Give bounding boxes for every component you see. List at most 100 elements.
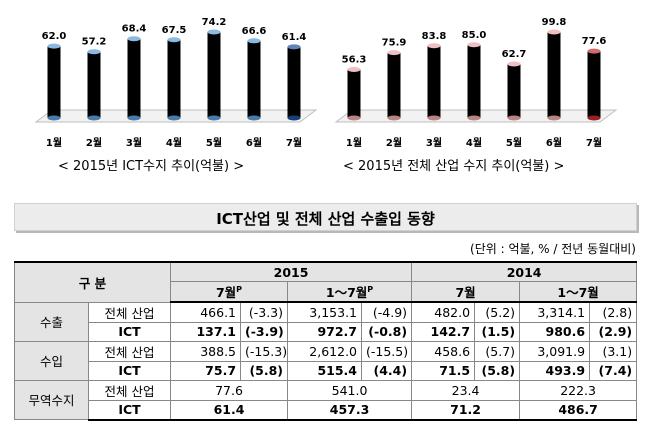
- cell: 222.3: [519, 379, 638, 401]
- bar: [347, 69, 361, 118]
- ict-balance-chart-title: < 2015년 ICT수지 추이(억불) >: [58, 159, 245, 174]
- data-label: 67.5: [162, 25, 187, 36]
- cell: 482.0: [411, 301, 476, 323]
- category-label: 6월: [246, 137, 262, 149]
- industry-balance-chart-svg: 56.3 1월 75.9 2월 83.8 3월 85.0 4월 62.7 5월 99.8 6월 77.6…: [334, 17, 618, 149]
- bar-base: [467, 115, 481, 121]
- category-label: 2월: [386, 137, 402, 149]
- table-row: 무역수지 전체 산업 77.6 541.0 23.4 222.3: [14, 379, 638, 420]
- cell: 458.6: [411, 340, 476, 362]
- cell: 142.7: [411, 321, 476, 342]
- header-row-periods: 7월P 1～7월P 7월 1～7월: [15, 281, 638, 303]
- bar: [427, 45, 441, 118]
- cell: (-3.9): [240, 321, 289, 342]
- group-trade-balance: 무역수지: [14, 379, 89, 420]
- category-label: 5월: [506, 137, 522, 149]
- bar: [87, 51, 101, 118]
- data-label: 56.3: [342, 54, 367, 65]
- bar-cap: [47, 43, 61, 49]
- header-2015: 2015: [170, 261, 413, 282]
- category-label: 3월: [426, 137, 442, 149]
- bar: [207, 32, 221, 118]
- bar-base: [427, 115, 441, 121]
- bar-base: [47, 115, 61, 121]
- bar: [127, 38, 141, 119]
- row-label-all: 전체 산업: [87, 340, 172, 362]
- bar-cap: [247, 38, 261, 44]
- cell: 388.5: [170, 340, 242, 362]
- table-row: ICT 75.7 (5.8) 515.4 (4.4) 71.5 (5.8) 49…: [15, 360, 638, 381]
- cell: 77.6: [170, 379, 289, 401]
- cell: 71.5: [411, 360, 476, 381]
- data-label: 68.4: [122, 24, 147, 35]
- cell: 980.6: [519, 321, 591, 342]
- bar: [247, 40, 261, 118]
- bar-base: [387, 115, 401, 121]
- bar-cap: [507, 61, 521, 67]
- bar-cap: [87, 49, 101, 55]
- bar: [507, 63, 521, 118]
- bar: [287, 46, 301, 118]
- bar-cap: [587, 48, 601, 54]
- data-label: 75.9: [382, 38, 407, 49]
- category-label: 1월: [346, 137, 362, 149]
- header-2015-july: 7월P: [170, 281, 289, 303]
- cell: 71.2: [411, 399, 521, 421]
- bar-base: [587, 115, 601, 121]
- table-row: ICT 61.4 457.3 71.2 486.7: [15, 399, 638, 421]
- category-label: 4월: [466, 137, 482, 149]
- bar-base: [507, 115, 521, 121]
- row-label-all: 전체 산업: [87, 379, 172, 401]
- bar-base: [547, 115, 561, 121]
- prelim-mark: P: [367, 284, 374, 294]
- cell: 61.4: [170, 399, 289, 421]
- header-2015-july-label: 7월: [215, 285, 237, 300]
- cell: 3,314.1: [519, 301, 591, 323]
- cell: 457.3: [287, 399, 413, 421]
- cell: 137.1: [170, 321, 242, 342]
- cell: 2,612.0: [287, 340, 363, 362]
- bar-cap: [287, 44, 301, 50]
- cell: 3,153.1: [287, 301, 363, 323]
- cell: 75.7: [170, 360, 242, 381]
- bar-cap: [467, 42, 481, 48]
- header-2014-july: 7월: [411, 281, 521, 303]
- cell: (-15.3): [240, 340, 289, 362]
- data-label: 85.0: [462, 30, 487, 41]
- cell: (-15.5): [361, 340, 413, 362]
- unit-note: (단위 : 억불, % / 전년 동월대비): [470, 242, 636, 256]
- cell: 972.7: [287, 321, 363, 342]
- prelim-mark: P: [236, 284, 243, 294]
- bar-cap: [427, 43, 441, 49]
- bar-base: [287, 115, 301, 121]
- bar: [587, 51, 601, 118]
- group-import: 수입: [14, 340, 89, 381]
- bar: [387, 52, 401, 118]
- cell: 3,091.9: [519, 340, 591, 362]
- group-export: 수출: [14, 301, 89, 342]
- cell: 466.1: [170, 301, 242, 323]
- cell: (4.4): [361, 360, 413, 381]
- bar-cap: [127, 36, 141, 42]
- cell: (-4.9): [361, 301, 413, 323]
- cell: 23.4: [411, 379, 521, 401]
- section-title-box: ICT산업 및 전체 산업 수출입 동향: [14, 203, 637, 231]
- cell: (5.2): [474, 301, 521, 323]
- category-label: 1월: [46, 137, 62, 149]
- data-label: 74.2: [202, 17, 227, 28]
- bar-base: [87, 115, 101, 121]
- category-label: 5월: [206, 137, 222, 149]
- category-label: 4월: [166, 137, 182, 149]
- bar-cap: [387, 50, 401, 56]
- section-title: ICT산업 및 전체 산업 수출입 동향: [216, 210, 435, 228]
- cell: (5.8): [474, 360, 521, 381]
- header-2015-jan-jul: 1～7월P: [287, 281, 413, 303]
- row-label-ict: ICT: [87, 360, 172, 381]
- ict-balance-chart: 62.0 1월 57.2 2월 68.4 3월 67.5 4월 74.2 5월 66.6 6월 61.4…: [30, 0, 320, 152]
- data-label: 62.0: [42, 31, 67, 42]
- cell: 493.9: [519, 360, 591, 381]
- cell: (5.8): [240, 360, 289, 381]
- data-label: 66.6: [242, 26, 267, 37]
- data-label: 57.2: [82, 37, 107, 48]
- header-2015-jan-jul-label: 1～7월: [325, 285, 368, 300]
